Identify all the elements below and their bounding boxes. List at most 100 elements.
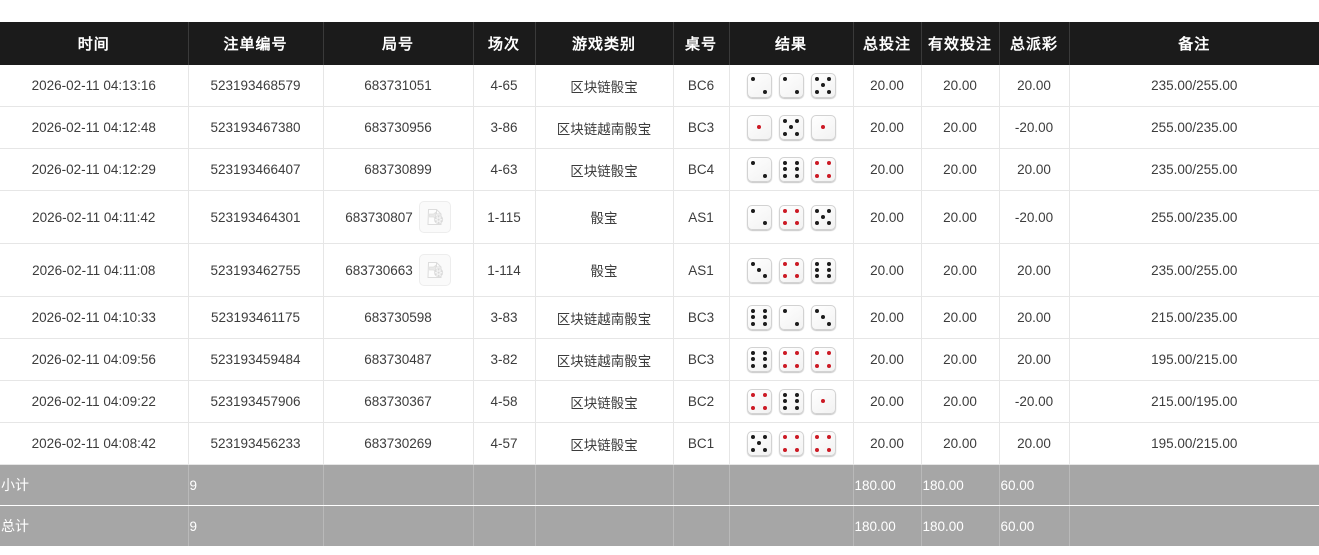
cell-total-bet[interactable]: 20.00	[853, 380, 922, 423]
round-number: 683730487	[364, 352, 432, 367]
column-header-total-bet[interactable]: 总投注	[853, 22, 922, 65]
table-header-row: 时间 注单编号 局号 场次 游戏类别 桌号 结果 总投注 有效投注 总派彩 备注	[0, 22, 1319, 65]
bet-history-table: 时间 注单编号 局号 场次 游戏类别 桌号 结果 总投注 有效投注 总派彩 备注…	[0, 22, 1319, 546]
summary-round-blank	[323, 464, 474, 506]
cell-time: 2026-02-11 04:13:16	[0, 65, 189, 107]
cell-round: 683730367	[323, 380, 474, 423]
column-header-result[interactable]: 结果	[729, 22, 854, 65]
round-number: 683731051	[364, 78, 432, 93]
table-row: 2026-02-11 04:11:42 523193464301 683730807…	[0, 190, 1319, 244]
die-pip	[763, 315, 768, 320]
cell-game-type: 骰宝	[535, 190, 674, 244]
cell-session: 3-82	[473, 338, 536, 381]
die-pip	[795, 447, 800, 452]
table-footer: 小计 9 180.00 180.00 60.00 总计 9 180.00 180.00 60.00	[0, 464, 1319, 546]
cell-result	[729, 422, 854, 465]
column-header-table-no[interactable]: 桌号	[673, 22, 730, 65]
round-value-wrapper: 683730956	[328, 120, 469, 135]
cell-total-payout: 20.00	[999, 338, 1070, 381]
cell-table-no: AS1	[673, 243, 730, 297]
round-value-wrapper: 683730367	[328, 394, 469, 409]
die-pip	[827, 267, 832, 272]
summary-result-blank	[729, 505, 854, 546]
die-face-5	[810, 204, 836, 230]
round-value-wrapper: 683730269	[328, 436, 469, 451]
die-pip	[827, 221, 832, 226]
die-pip	[827, 161, 832, 166]
cell-session: 4-65	[473, 65, 536, 107]
cell-result	[729, 243, 854, 297]
cell-remark: 235.00/255.00	[1069, 243, 1319, 297]
die-face-4	[778, 431, 804, 456]
die-pip	[756, 125, 761, 130]
cell-total-bet[interactable]: 20.00	[853, 190, 922, 244]
cell-bet-id: 523193459484	[188, 338, 324, 381]
round-value-wrapper: 683730663	[328, 254, 469, 286]
cell-table-no: BC3	[673, 338, 730, 381]
cell-total-bet[interactable]: 20.00	[853, 243, 922, 297]
cell-result	[729, 338, 854, 381]
die-pip	[750, 321, 755, 326]
cell-valid-bet: 20.00	[921, 296, 1000, 339]
die-pip	[795, 89, 800, 94]
column-header-total-payout[interactable]: 总派彩	[999, 22, 1070, 65]
column-header-remark[interactable]: 备注	[1069, 22, 1319, 65]
column-header-valid-bet[interactable]: 有效投注	[921, 22, 1000, 65]
cell-round: 683730487	[323, 338, 474, 381]
die-pip	[814, 89, 819, 94]
cell-session: 4-63	[473, 148, 536, 191]
cell-total-bet[interactable]: 20.00	[853, 422, 922, 465]
summary-remark-blank	[1069, 505, 1319, 546]
cell-round: 683730899	[323, 148, 474, 191]
die-pip	[795, 393, 800, 398]
column-header-bet-id[interactable]: 注单编号	[188, 22, 324, 65]
cell-total-payout: 20.00	[999, 243, 1070, 297]
summary-total-payout: 60.00	[999, 464, 1070, 506]
cell-total-bet[interactable]: 20.00	[853, 296, 922, 339]
cell-session: 4-58	[473, 380, 536, 423]
table-row: 2026-02-11 04:10:33 523193461175 683730598…	[0, 296, 1319, 339]
summary-session-blank	[473, 464, 536, 506]
die-pip	[827, 435, 832, 440]
cell-total-bet[interactable]: 20.00	[853, 106, 922, 149]
column-header-round[interactable]: 局号	[323, 22, 474, 65]
die-pip	[750, 309, 755, 314]
die-pip	[782, 77, 787, 82]
cell-total-bet[interactable]: 20.00	[853, 338, 922, 381]
die-pip	[795, 131, 800, 136]
die-pip	[827, 208, 832, 213]
cell-time: 2026-02-11 04:12:48	[0, 106, 189, 149]
dice-result-group	[734, 389, 849, 414]
die-pip	[782, 399, 787, 404]
die-pip	[795, 399, 800, 404]
cell-total-bet[interactable]: 20.00	[853, 148, 922, 191]
summary-game-type-blank	[535, 505, 674, 546]
die-pip	[827, 77, 832, 82]
cell-total-payout: -20.00	[999, 190, 1070, 244]
cell-session: 1-114	[473, 243, 536, 297]
die-face-4	[810, 431, 836, 456]
cell-round: 683730956	[323, 106, 474, 149]
column-header-time[interactable]: 时间	[0, 22, 189, 65]
die-face-4	[810, 157, 836, 182]
cell-result	[729, 296, 854, 339]
round-number: 683730663	[345, 262, 413, 278]
die-pip	[750, 161, 755, 166]
column-header-game-type[interactable]: 游戏类别	[535, 22, 674, 65]
video-file-icon[interactable]	[418, 201, 451, 233]
die-pip	[763, 89, 768, 94]
round-number: 683730956	[364, 120, 432, 135]
cell-total-payout: -20.00	[999, 380, 1070, 423]
summary-count: 9	[188, 464, 324, 506]
cell-game-type: 骰宝	[535, 243, 674, 297]
cell-total-bet[interactable]: 20.00	[853, 65, 922, 107]
die-pip	[827, 274, 832, 279]
dice-result-group	[734, 257, 849, 283]
cell-table-no: BC1	[673, 422, 730, 465]
column-header-session[interactable]: 场次	[473, 22, 536, 65]
die-pip	[795, 161, 800, 166]
video-file-icon[interactable]	[418, 254, 451, 286]
die-pip	[795, 435, 800, 440]
die-face-6	[778, 157, 804, 182]
die-pip	[814, 77, 819, 82]
